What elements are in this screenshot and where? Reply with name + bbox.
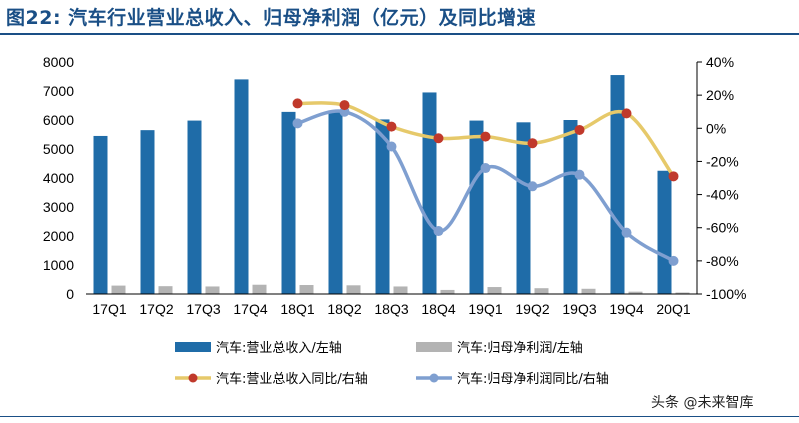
legend-profit-yoy-label: 汽车:归母净利润同比/右轴 xyxy=(457,371,609,387)
profit-bar xyxy=(299,285,314,294)
profit-yoy-line xyxy=(295,109,676,263)
revenue-bar xyxy=(281,111,296,294)
lines-group xyxy=(292,98,679,266)
right-tick-label: 20% xyxy=(706,87,734,103)
category-label: 19Q4 xyxy=(609,301,643,317)
chart-title: 图22: 汽车行业营业总收入、归母净利润（亿元）及同比增速 xyxy=(6,7,537,29)
revenue-yoy-point xyxy=(527,138,538,149)
category-labels: 17Q1 17Q2 17Q3 17Q4 18Q1 18Q2 18Q3 18Q4 19Q1 19Q2… xyxy=(92,301,690,317)
profit-yoy-point xyxy=(292,118,303,129)
revenue-bar xyxy=(469,120,484,294)
profit-yoy-point xyxy=(433,226,444,237)
left-tick-label: 2000 xyxy=(43,228,74,244)
revenue-bar xyxy=(422,92,437,294)
profit-bar xyxy=(346,285,361,294)
watermark: 头条 @未来智库 xyxy=(651,395,754,411)
category-label: 17Q2 xyxy=(139,301,173,317)
legend-profit-swatch xyxy=(416,342,452,352)
revenue-yoy-point xyxy=(668,171,679,182)
profit-yoy-point xyxy=(480,163,491,174)
left-tick-label: 8000 xyxy=(43,54,74,70)
revenue-yoy-point xyxy=(339,100,350,111)
legend-revenue-yoy-label: 汽车:营业总收入同比/右轴 xyxy=(216,371,368,387)
bottom-rule xyxy=(0,416,799,417)
category-label: 20Q1 xyxy=(656,301,690,317)
revenue-bar xyxy=(187,120,202,294)
category-label: 17Q4 xyxy=(233,301,267,317)
revenue-bar xyxy=(93,135,108,294)
category-label: 17Q1 xyxy=(92,301,126,317)
profit-bar xyxy=(205,286,220,294)
revenue-yoy-point xyxy=(480,131,491,142)
revenue-bar xyxy=(610,75,625,294)
right-tick-label: -80% xyxy=(706,253,739,269)
revenue-bar xyxy=(375,119,390,294)
left-tick-label: 5000 xyxy=(43,141,74,157)
category-label: 18Q1 xyxy=(280,301,314,317)
profit-bar xyxy=(111,285,126,294)
profit-yoy-point xyxy=(574,169,585,180)
revenue-bar xyxy=(516,122,531,294)
profit-bar xyxy=(628,291,643,294)
right-tick-label: -40% xyxy=(706,187,739,203)
profit-yoy-point xyxy=(668,255,679,266)
revenue-bar xyxy=(563,120,578,294)
left-tick-label: 0 xyxy=(66,286,74,302)
left-axis-ticks: 0 1000 2000 3000 4000 5000 6000 7000 8000 xyxy=(43,54,74,302)
revenue-yoy-point xyxy=(386,121,397,132)
category-label: 18Q3 xyxy=(374,301,408,317)
right-axis-ticks: -100% -80% -60% -40% -20% 0% 20% 40% xyxy=(697,54,746,302)
legend-revenue-label: 汽车:营业总收入/左轴 xyxy=(216,340,342,356)
title-bar: 图22: 汽车行业营业总收入、归母净利润（亿元）及同比增速 xyxy=(0,0,799,32)
profit-bar xyxy=(675,292,690,294)
revenue-bar xyxy=(657,170,672,294)
profit-bar xyxy=(487,287,502,294)
profit-bar xyxy=(581,288,596,294)
left-tick-label: 1000 xyxy=(43,257,74,273)
profit-bar xyxy=(440,289,455,294)
profit-yoy-point xyxy=(621,227,632,238)
right-tick-label: -60% xyxy=(706,220,739,236)
revenue-yoy-point xyxy=(621,108,632,119)
profit-bar xyxy=(158,286,173,294)
right-tick-label: -100% xyxy=(706,286,746,302)
legend-revenue-swatch xyxy=(175,342,211,352)
revenue-yoy-point xyxy=(574,124,585,135)
category-label: 19Q1 xyxy=(468,301,502,317)
profit-bar xyxy=(252,284,267,294)
revenue-yoy-point xyxy=(433,133,444,144)
profit-bar xyxy=(393,286,408,294)
right-tick-label: 40% xyxy=(706,54,734,70)
profit-yoy-point xyxy=(386,141,397,152)
left-tick-label: 7000 xyxy=(43,83,74,99)
title-rule xyxy=(0,33,799,35)
category-label: 18Q2 xyxy=(327,301,361,317)
category-label: 19Q3 xyxy=(562,301,596,317)
revenue-bar xyxy=(234,79,249,295)
category-label: 18Q4 xyxy=(421,301,455,317)
left-tick-label: 3000 xyxy=(43,199,74,215)
bars-group xyxy=(93,75,690,295)
legend-revenue-yoy-marker xyxy=(188,373,198,383)
category-label: 17Q3 xyxy=(186,301,220,317)
left-tick-label: 4000 xyxy=(43,170,74,186)
legend-profit-yoy-marker xyxy=(429,373,439,383)
category-label: 19Q2 xyxy=(515,301,549,317)
left-tick-label: 6000 xyxy=(43,112,74,128)
revenue-yoy-point xyxy=(292,98,303,109)
profit-yoy-point xyxy=(527,181,538,192)
right-tick-label: -20% xyxy=(706,153,739,169)
revenue-bar xyxy=(140,130,155,294)
revenue-bar xyxy=(328,111,343,294)
legend-profit-label: 汽车:归母净利润/左轴 xyxy=(457,340,583,356)
right-tick-label: 0% xyxy=(706,120,726,136)
profit-bar xyxy=(534,288,549,294)
